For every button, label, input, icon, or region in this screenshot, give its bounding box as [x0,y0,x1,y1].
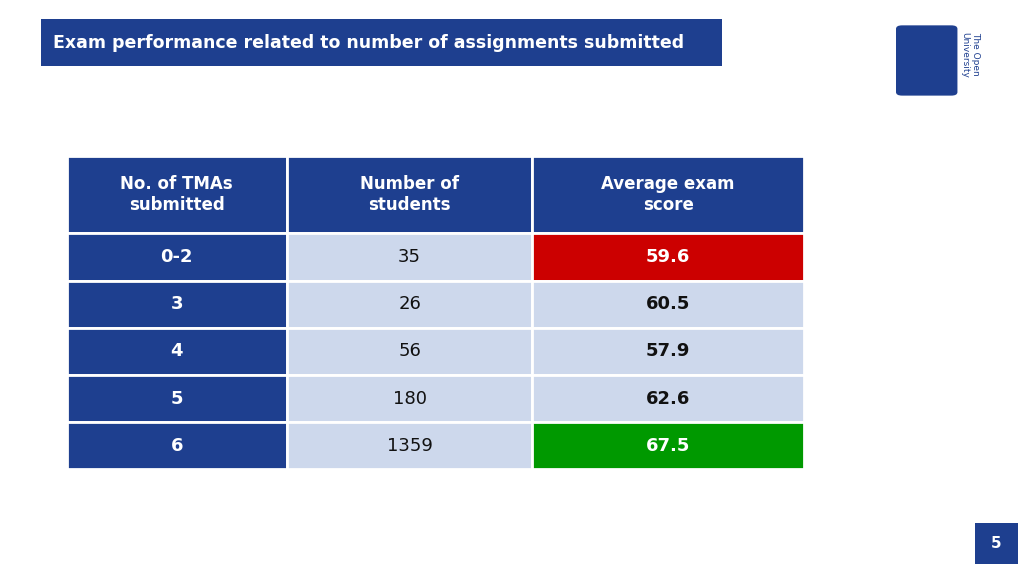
Text: 5: 5 [170,389,183,408]
Text: 57.9: 57.9 [646,342,690,361]
Text: Number of
students: Number of students [360,175,459,214]
Text: 5: 5 [991,536,1001,551]
Text: 35: 35 [398,248,421,266]
Circle shape [915,33,938,55]
Text: No. of TMAs
submitted: No. of TMAs submitted [121,175,232,214]
Text: 4: 4 [170,342,183,361]
Text: 56: 56 [398,342,421,361]
Text: 3: 3 [170,295,183,313]
Text: The Open
University: The Open University [961,32,980,78]
Text: 59.6: 59.6 [646,248,690,266]
Text: 26: 26 [398,295,421,313]
Text: 0-2: 0-2 [161,248,193,266]
Text: 60.5: 60.5 [646,295,690,313]
Text: 67.5: 67.5 [646,437,690,455]
Text: 6: 6 [170,437,183,455]
Text: 1359: 1359 [387,437,432,455]
Text: Exam performance related to number of assignments submitted: Exam performance related to number of as… [53,33,684,52]
Text: Average exam
score: Average exam score [601,175,735,214]
Text: 62.6: 62.6 [646,389,690,408]
Text: 180: 180 [392,389,427,408]
